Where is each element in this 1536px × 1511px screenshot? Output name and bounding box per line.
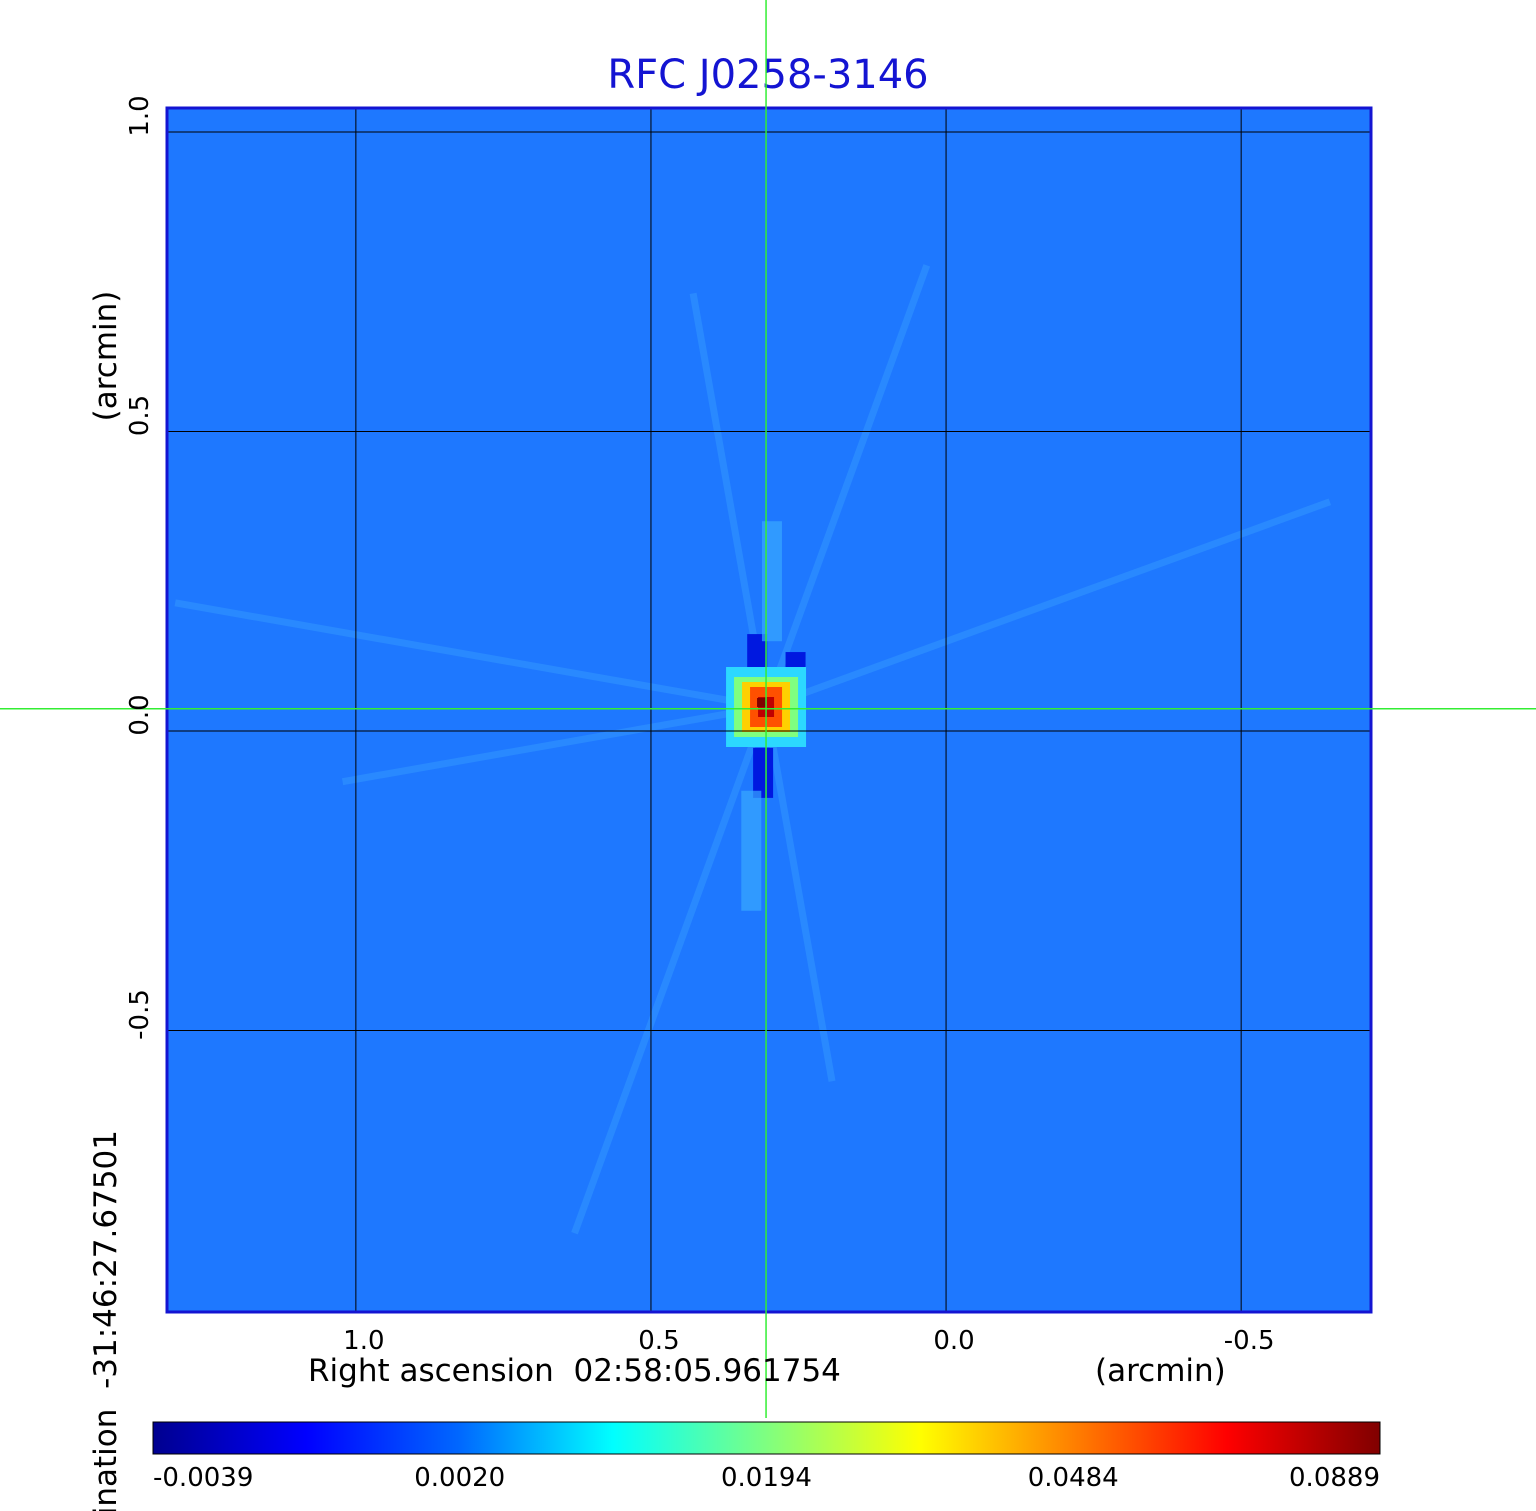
y-tick-label: 0.5 bbox=[125, 395, 155, 436]
x-axis-unit: (arcmin) bbox=[1095, 1353, 1226, 1389]
sidelobe-streak bbox=[174, 599, 767, 711]
colorbar-tick-label: 0.0484 bbox=[1028, 1463, 1119, 1493]
sidelobe-streak bbox=[341, 703, 767, 786]
sidelobe-streak bbox=[762, 264, 931, 709]
x-axis-label: Right ascension 02:58:05.961754 bbox=[308, 1353, 841, 1389]
sidelobe-streak bbox=[762, 706, 836, 1082]
x-tick-label: 0.5 bbox=[638, 1326, 679, 1356]
colorbar bbox=[152, 1421, 1381, 1455]
coordinate-grid bbox=[167, 108, 1371, 1312]
sidelobe-streak bbox=[764, 498, 1332, 711]
colorbar-tick-labels: -0.0039 0.0020 0.0194 0.0484 0.0889 bbox=[153, 1463, 1380, 1493]
x-tick-label: 0.0 bbox=[933, 1326, 974, 1356]
sidelobe-arm bbox=[741, 790, 762, 911]
x-tick-label: 1.0 bbox=[343, 1326, 384, 1356]
plot-frame bbox=[165, 106, 1373, 1314]
x-tick-labels: 1.0 0.5 0.0 -0.5 bbox=[343, 1326, 1274, 1356]
colorbar-tick-label: 0.0889 bbox=[1289, 1463, 1380, 1493]
colorbar-tick-label: 0.0194 bbox=[721, 1463, 812, 1493]
sidelobe-arm bbox=[761, 521, 782, 642]
y-tick-label: -0.5 bbox=[125, 989, 155, 1040]
chart-title: RFC J0258-3146 bbox=[607, 52, 928, 98]
y-axis-unit: (arcmin) bbox=[88, 291, 124, 422]
negative-lobe bbox=[753, 747, 774, 798]
x-tick-label: -0.5 bbox=[1224, 1326, 1275, 1356]
y-tick-label: 0.0 bbox=[125, 694, 155, 735]
colorbar-tick-label: -0.0039 bbox=[153, 1463, 253, 1493]
y-axis-label: Declination -31:46:27.67501 bbox=[88, 1130, 124, 1511]
intensity-map bbox=[167, 108, 1371, 1312]
y-tick-labels: 1.0 0.5 0.0 -0.5 bbox=[125, 95, 155, 1040]
crosshair bbox=[0, 0, 1536, 1418]
y-tick-label: 1.0 bbox=[125, 95, 155, 136]
sidelobe-streak bbox=[571, 705, 770, 1235]
colorbar-tick-label: 0.0020 bbox=[414, 1463, 505, 1493]
core-peak-pixel bbox=[757, 698, 767, 708]
